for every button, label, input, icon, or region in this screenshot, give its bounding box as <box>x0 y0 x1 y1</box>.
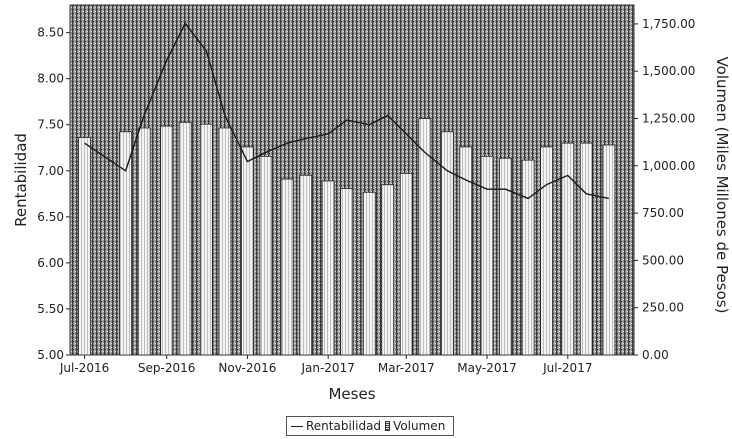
x-tick-label: Jul-2016 <box>59 361 109 375</box>
legend-item-rentabilidad: Rentabilidad <box>291 419 381 433</box>
left-axis: 5.00 5.50 6.00 6.50 7.00 7.50 8.00 8.50 <box>37 26 70 362</box>
right-tick-label: 500.00 <box>642 253 684 267</box>
volume-bar <box>78 137 91 356</box>
right-tick-label: 1,750.00 <box>642 17 695 31</box>
x-tick-label: Sep-2016 <box>138 361 196 375</box>
legend-label-rentabilidad: Rentabilidad <box>306 419 382 433</box>
volume-bar <box>399 172 413 356</box>
volume-bar <box>602 144 616 356</box>
volume-bar <box>199 123 213 356</box>
volume-bar <box>321 180 335 356</box>
volume-bar <box>137 127 151 356</box>
volume-bar <box>178 121 192 356</box>
rentabilidad-line <box>84 22 609 200</box>
right-tick-label: 750.00 <box>642 206 684 220</box>
left-tick-label: 8.00 <box>37 72 64 86</box>
volume-bar <box>299 174 313 356</box>
right-tick-label: 1,000.00 <box>642 159 695 173</box>
x-tick-label: Jul-2017 <box>542 361 592 375</box>
bar-swatch-icon <box>385 421 391 431</box>
left-tick-label: 5.50 <box>37 302 64 316</box>
volume-bars <box>78 118 616 356</box>
volume-bar <box>480 155 494 356</box>
volume-bar <box>241 146 254 356</box>
left-tick-label: 7.50 <box>37 118 64 132</box>
x-axis: Jul-2016 Sep-2016 Nov-2016 Jan-2017 Mar-2017… <box>59 355 592 375</box>
right-axis: 0.00 250.00 500.00 750.00 1,000.00 1,250.00 1,… <box>634 17 695 362</box>
legend-label-volumen: Volumen <box>393 419 446 433</box>
volume-bar <box>459 146 473 356</box>
right-tick-label: 1,500.00 <box>642 64 695 78</box>
volume-bar <box>259 155 273 356</box>
line-swatch-icon <box>291 425 303 427</box>
volume-bar <box>340 188 354 356</box>
volume-bar <box>119 131 133 356</box>
left-tick-label: 6.50 <box>37 210 64 224</box>
right-tick-label: 0.00 <box>642 348 669 362</box>
volume-bar <box>362 191 376 356</box>
left-tick-label: 8.50 <box>37 26 64 40</box>
y-left-axis-title: Rentabilidad <box>12 133 30 227</box>
volume-bar <box>218 127 232 356</box>
x-tick-label: Nov-2016 <box>218 361 276 375</box>
volume-bar <box>579 142 593 356</box>
right-tick-label: 250.00 <box>642 301 684 315</box>
x-tick-label: Mar-2017 <box>378 361 435 375</box>
volume-bar <box>440 131 454 356</box>
left-tick-label: 5.00 <box>37 348 64 362</box>
left-tick-label: 7.00 <box>37 164 64 178</box>
x-axis-title: Meses <box>328 385 375 403</box>
volume-bar <box>499 157 512 356</box>
volume-bar <box>280 178 294 356</box>
legend-item-volumen: Volumen <box>385 419 445 433</box>
x-tick-label: Jan-2017 <box>300 361 354 375</box>
volume-bar <box>540 146 554 356</box>
volume-bar <box>521 159 535 356</box>
left-tick-label: 6.00 <box>37 256 64 270</box>
volume-bar <box>381 184 395 356</box>
legend: Rentabilidad Volumen <box>286 416 455 436</box>
x-tick-label: May-2017 <box>457 361 516 375</box>
right-tick-label: 1,250.00 <box>642 112 695 126</box>
volume-bar <box>160 125 174 356</box>
volume-bar <box>418 118 432 356</box>
y-right-axis-title: Volumen (Miles Millones de Pesos) <box>713 57 731 314</box>
